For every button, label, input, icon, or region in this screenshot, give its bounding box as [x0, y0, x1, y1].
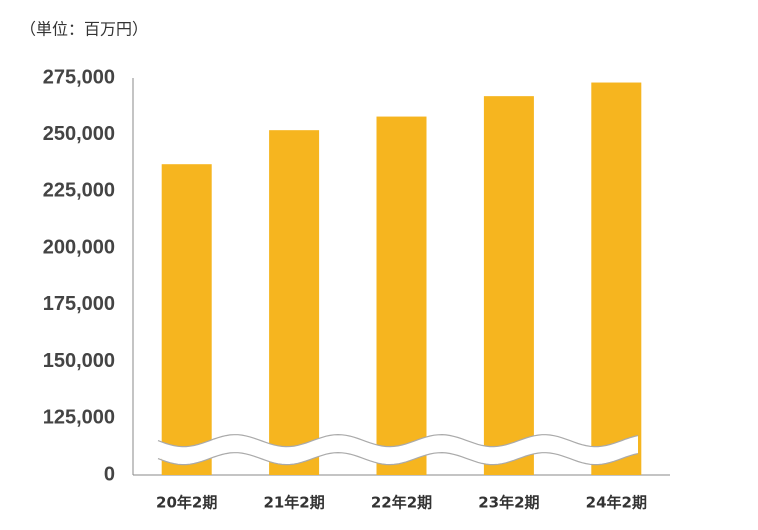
- bar: [269, 130, 320, 476]
- x-tick-label: 20年2期: [156, 494, 217, 512]
- x-tick-label: 22年2期: [371, 494, 432, 512]
- y-tick-label: 275,000: [43, 66, 115, 88]
- bar: [591, 82, 642, 475]
- y-tick-label: 175,000: [43, 293, 115, 315]
- axis-break-fill: [158, 434, 638, 465]
- bar: [161, 164, 212, 475]
- x-tick-label: 23年2期: [478, 494, 539, 512]
- y-tick-label: 150,000: [43, 350, 115, 372]
- unit-label: （単位：百万円）: [20, 20, 148, 39]
- bar: [376, 116, 427, 476]
- bar: [483, 96, 534, 476]
- y-tick-label: 200,000: [43, 236, 115, 258]
- y-tick-label: 125,000: [43, 407, 115, 429]
- y-tick-label: 0: [104, 463, 115, 485]
- axis-break-line: [157, 433, 639, 448]
- y-tick-label: 250,000: [43, 123, 115, 145]
- axis-break-line: [157, 451, 639, 466]
- x-tick-label: 24年2期: [586, 494, 647, 512]
- y-tick-label: 225,000: [43, 180, 115, 202]
- x-tick-label: 21年2期: [263, 494, 324, 512]
